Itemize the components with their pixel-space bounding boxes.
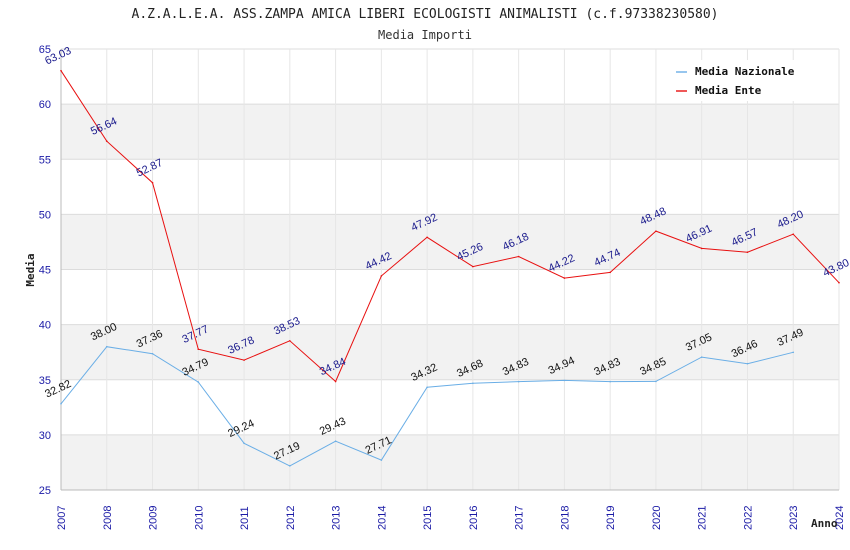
y-tick-label: 30 bbox=[39, 430, 51, 442]
data-point bbox=[746, 362, 749, 365]
data-point bbox=[426, 386, 428, 389]
y-tick-label: 50 bbox=[39, 209, 51, 221]
chart-subtitle: Media Importi bbox=[378, 28, 472, 42]
legend-box bbox=[669, 60, 809, 101]
plot-band bbox=[61, 104, 839, 160]
data-point bbox=[792, 351, 795, 354]
x-tick-label: 2021 bbox=[697, 506, 709, 530]
data-point bbox=[700, 247, 703, 250]
data-point bbox=[563, 379, 566, 382]
data-point bbox=[60, 69, 62, 72]
x-tick-label: 2017 bbox=[514, 506, 526, 530]
y-tick-label: 35 bbox=[39, 375, 51, 387]
data-point bbox=[792, 233, 795, 236]
y-tick-label: 40 bbox=[39, 320, 51, 332]
data-point bbox=[105, 345, 108, 348]
y-axis: 25 30 35 40 45 50 55 60 65 bbox=[39, 44, 51, 497]
data-point bbox=[151, 352, 154, 355]
plot-band bbox=[61, 324, 839, 380]
x-tick-label: 2012 bbox=[285, 506, 297, 530]
series-lines bbox=[60, 69, 840, 467]
data-point bbox=[655, 380, 657, 383]
x-axis: 2007 2008 2009 2010 2011 2012 2013 2014 2015 2016… bbox=[56, 506, 846, 530]
data-point bbox=[197, 348, 200, 351]
data-point bbox=[426, 236, 428, 239]
chart-title: A.Z.A.L.E.A. ASS.ZAMPA AMICA LIBERI ECOL… bbox=[132, 7, 719, 22]
x-tick-label: 2014 bbox=[376, 506, 388, 530]
data-point bbox=[472, 265, 474, 268]
x-tick-label: 2023 bbox=[788, 506, 800, 530]
series-line-ente bbox=[60, 70, 840, 383]
data-point bbox=[700, 356, 703, 358]
x-tick-label: 2008 bbox=[102, 506, 114, 530]
x-axis-label: Anno bbox=[811, 517, 838, 530]
plot-band bbox=[61, 379, 839, 435]
legend: Media Nazionale Media Ente bbox=[669, 60, 809, 101]
x-tick-label: 2022 bbox=[742, 506, 754, 530]
data-point bbox=[609, 380, 611, 383]
data-point bbox=[380, 275, 383, 277]
plot-band bbox=[61, 434, 839, 490]
data-point bbox=[838, 281, 840, 284]
data-point bbox=[243, 359, 245, 361]
data-point bbox=[334, 440, 337, 442]
x-tick-label: 2013 bbox=[331, 506, 343, 530]
y-tick-label: 60 bbox=[39, 99, 51, 111]
x-tick-label: 2011 bbox=[239, 506, 251, 530]
legend-label-nazionale: Media Nazionale bbox=[695, 65, 795, 78]
data-point bbox=[609, 271, 611, 274]
x-tick-label: 2024 bbox=[834, 506, 846, 530]
legend-label-ente: Media Ente bbox=[695, 84, 762, 97]
data-point bbox=[197, 381, 200, 383]
data-point bbox=[563, 277, 566, 279]
data-point bbox=[655, 230, 657, 232]
x-tick-label: 2020 bbox=[651, 506, 663, 530]
x-tick-label: 2018 bbox=[559, 506, 571, 530]
y-tick-label: 45 bbox=[39, 265, 51, 277]
x-tick-label: 2009 bbox=[148, 506, 160, 530]
x-tick-label: 2010 bbox=[193, 506, 205, 530]
data-point bbox=[472, 382, 474, 385]
gridlines bbox=[60, 48, 840, 491]
data-point bbox=[380, 459, 383, 461]
x-tick-label: 2016 bbox=[468, 506, 480, 530]
data-point bbox=[151, 181, 154, 184]
x-tick-label: 2019 bbox=[605, 506, 617, 530]
plot-band bbox=[61, 214, 839, 270]
data-point bbox=[334, 380, 337, 383]
data-point bbox=[105, 140, 108, 142]
y-tick-label: 25 bbox=[39, 485, 51, 497]
data-point bbox=[289, 465, 291, 467]
x-tick-label: 2015 bbox=[422, 506, 434, 530]
data-point bbox=[746, 251, 749, 253]
data-point bbox=[60, 402, 62, 405]
data-point bbox=[243, 442, 245, 445]
plot-background bbox=[61, 49, 839, 490]
x-tick-label: 2007 bbox=[56, 506, 68, 530]
y-tick-label: 55 bbox=[39, 154, 51, 166]
data-point bbox=[289, 340, 291, 342]
y-axis-label: Media bbox=[24, 253, 37, 286]
plot-band bbox=[61, 159, 839, 215]
plot-band bbox=[61, 269, 839, 325]
data-point bbox=[517, 255, 520, 258]
y-tick-label: 65 bbox=[39, 44, 51, 56]
data-point bbox=[517, 380, 520, 383]
